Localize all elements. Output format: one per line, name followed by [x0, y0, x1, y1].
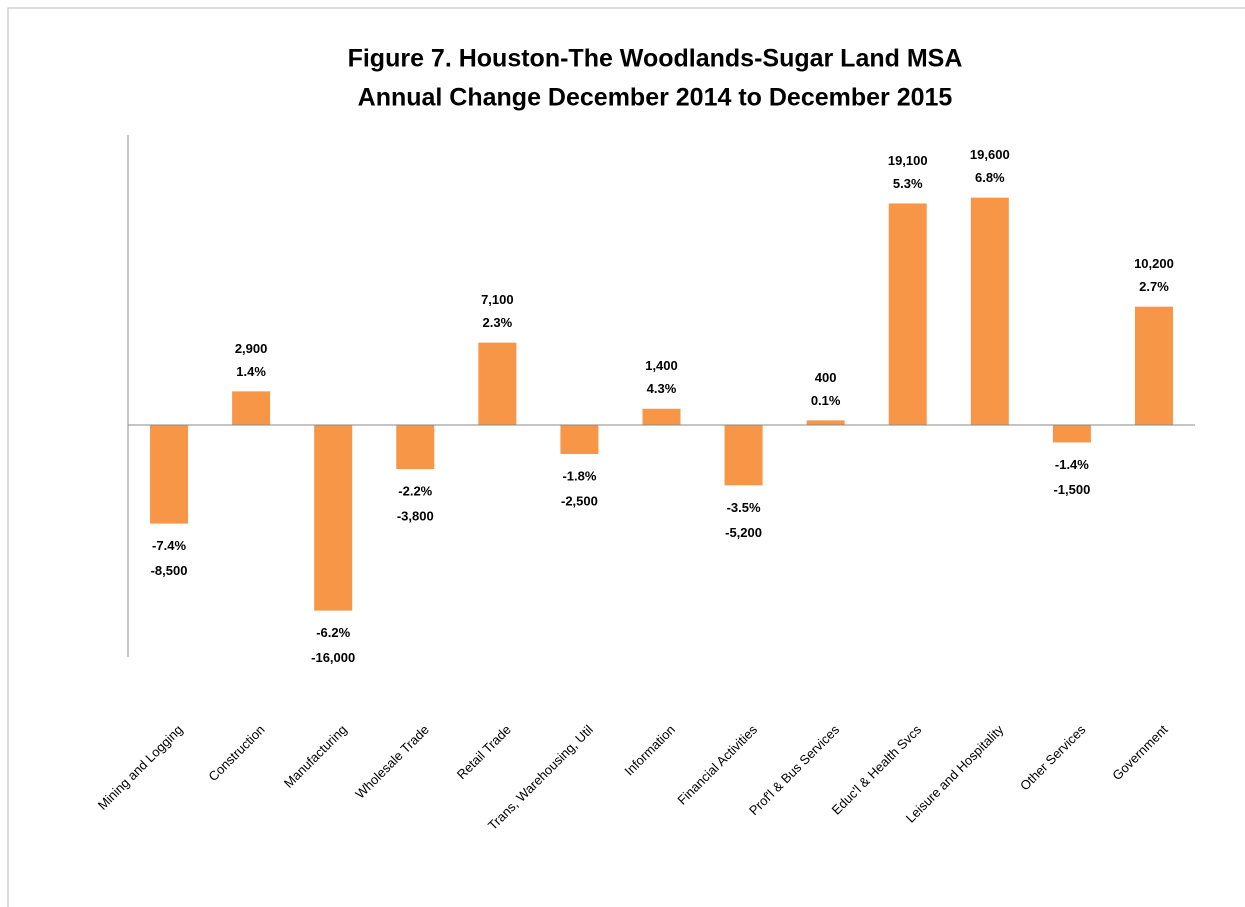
percent-label: -6.2% — [316, 625, 350, 640]
percent-label: 6.8% — [975, 170, 1005, 185]
data-label: -1,500 — [1053, 482, 1090, 497]
x-tick-label: Other Services — [1017, 722, 1089, 794]
data-label: 2,900 — [235, 341, 268, 356]
data-label: 7,100 — [481, 292, 514, 307]
percent-label: -1.4% — [1055, 457, 1089, 472]
data-label: -5,200 — [725, 525, 762, 540]
x-tick-label: Educ'l & Health Svcs — [829, 722, 925, 818]
bar — [150, 425, 189, 524]
x-tick-label: Government — [1109, 722, 1170, 783]
percent-label: 4.3% — [647, 381, 677, 396]
percent-label: 5.3% — [893, 176, 923, 191]
chart-title: Annual Change December 2014 to December … — [358, 84, 953, 112]
x-tick-label: Information — [621, 722, 678, 779]
percent-label: 1.4% — [236, 364, 266, 379]
x-tick-label: Financial Activities — [674, 722, 760, 808]
percent-label: -1.8% — [562, 468, 596, 483]
bar — [396, 425, 435, 470]
data-label: -3,800 — [397, 509, 434, 524]
bar — [314, 425, 353, 611]
percent-label: -3.5% — [727, 500, 761, 515]
x-tick-label: Construction — [205, 722, 267, 784]
bar — [642, 408, 681, 425]
chart-title: Figure 7. Houston-The Woodlands-Sugar La… — [348, 45, 963, 73]
percent-label: 2.3% — [483, 315, 513, 330]
bar — [232, 391, 271, 425]
bar — [806, 420, 845, 425]
page-border — [7, 7, 1245, 907]
bar — [560, 425, 599, 454]
percent-label: 2.7% — [1139, 279, 1169, 294]
data-label: -16,000 — [311, 650, 355, 665]
data-label: -2,500 — [561, 493, 598, 508]
data-label: 400 — [815, 370, 837, 385]
x-tick-label: Mining and Logging — [95, 722, 186, 813]
bar — [724, 425, 763, 486]
x-tick-label: Prof'l & Bus Services — [746, 722, 842, 818]
data-label: -8,500 — [151, 563, 188, 578]
x-tick-label: Wholesale Trade — [352, 722, 432, 802]
bar — [1134, 306, 1173, 425]
data-label: 10,200 — [1134, 256, 1174, 271]
data-label: 1,400 — [645, 358, 678, 373]
bar — [1052, 425, 1091, 443]
percent-label: 0.1% — [811, 393, 841, 408]
bar — [478, 342, 517, 425]
percent-label: -2.2% — [398, 484, 432, 499]
bar — [888, 203, 927, 425]
bar — [970, 197, 1009, 425]
x-tick-label: Retail Trade — [454, 722, 514, 782]
data-label: 19,100 — [888, 153, 928, 168]
percent-label: -7.4% — [152, 538, 186, 553]
x-tick-label: Manufacturing — [281, 722, 350, 791]
data-label: 19,600 — [970, 147, 1010, 162]
